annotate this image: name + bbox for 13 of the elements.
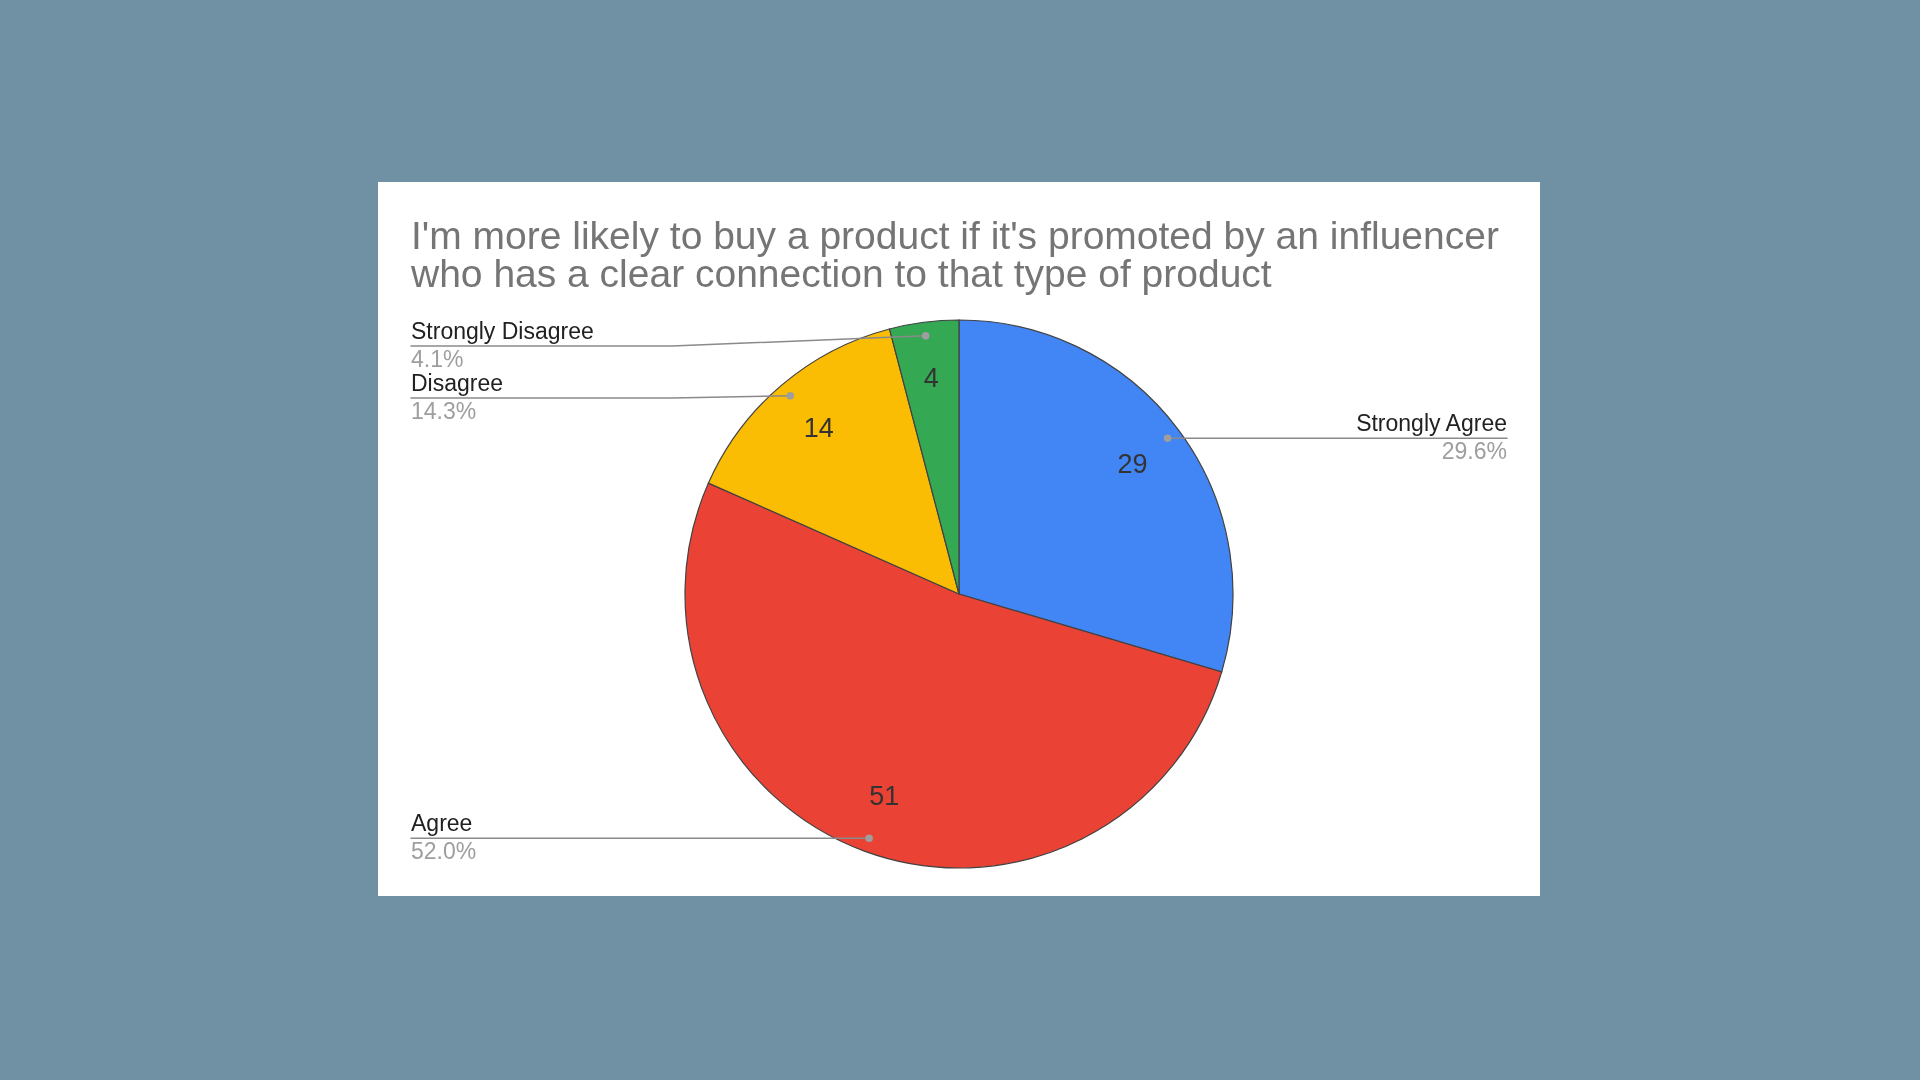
chart-title: I'm more likely to buy a product if it's promoted by an influencer who has a clear connection to that type of product <box>410 214 1499 295</box>
slice-label: Strongly Agree <box>1356 410 1507 437</box>
text: 52.0% <box>411 838 477 865</box>
slice-label: Disagree <box>411 370 504 396</box>
data-label: 29 <box>1117 448 1148 479</box>
text: 4.1% <box>411 346 464 372</box>
data-label: 4 <box>923 363 939 394</box>
slice-label: Agree <box>411 810 473 837</box>
text: 14.3% <box>411 398 477 424</box>
slice-label: Strongly Disagree <box>411 318 594 344</box>
data-label: 51 <box>869 781 900 812</box>
text: 29.6% <box>1441 438 1507 465</box>
data-label: 14 <box>803 413 834 444</box>
